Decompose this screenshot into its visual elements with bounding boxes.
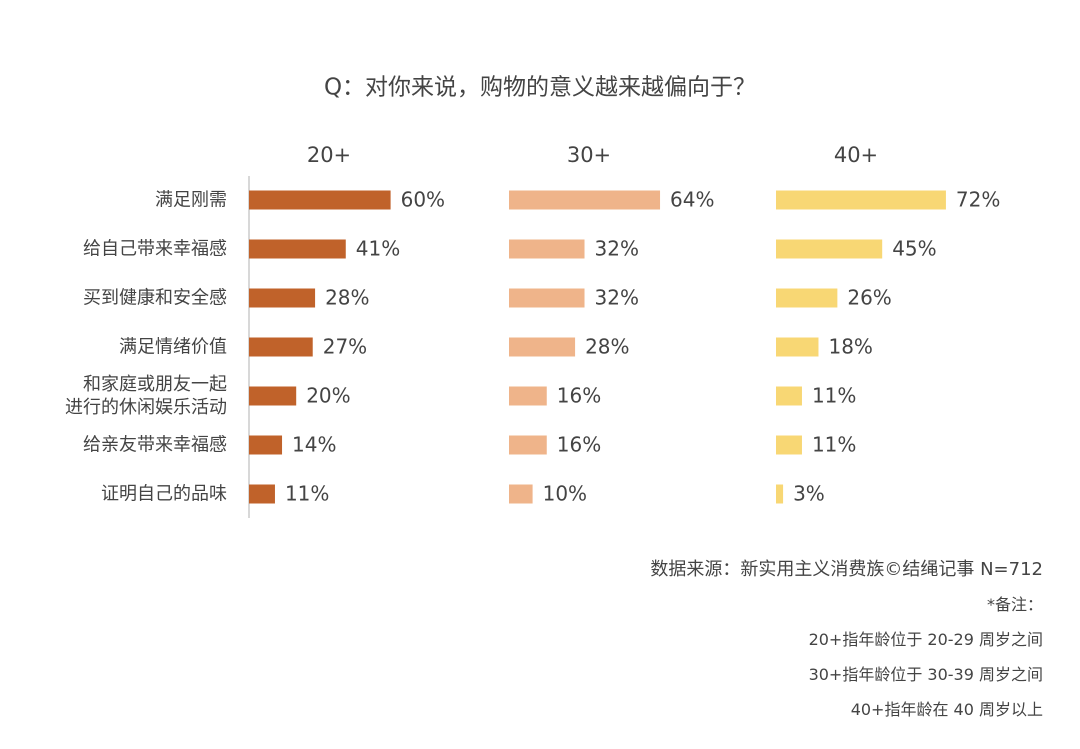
value-label: 16% <box>557 384 601 408</box>
category-label: 给亲友带来幸福感 <box>83 434 227 456</box>
bar <box>509 288 585 308</box>
bar <box>249 288 316 308</box>
category-label: 给自己带来幸福感 <box>83 238 227 260</box>
value-label: 45% <box>892 237 936 261</box>
bar <box>249 239 346 259</box>
bar <box>509 484 533 504</box>
bar <box>776 190 946 210</box>
value-label: 3% <box>793 482 825 506</box>
value-label: 11% <box>812 433 856 457</box>
category-label: 和家庭或朋友一起 进行的休闲娱乐活动 <box>65 374 227 418</box>
value-label: 16% <box>557 433 601 457</box>
value-label: 72% <box>956 188 1000 212</box>
category-label: 满足刚需 <box>155 189 227 211</box>
note: *备注： <box>986 595 1043 614</box>
bar <box>249 484 275 504</box>
bar <box>776 239 883 259</box>
bar <box>509 435 547 455</box>
value-label: 10% <box>543 482 587 506</box>
note: 30+指年龄位于 30-39 周岁之间 <box>808 665 1043 684</box>
note: 40+指年龄在 40 周岁以上 <box>850 700 1043 719</box>
panel-header: 20+ <box>307 143 351 167</box>
bar <box>509 239 585 259</box>
value-label: 27% <box>323 335 367 359</box>
value-label: 11% <box>812 384 856 408</box>
value-label: 41% <box>356 237 400 261</box>
bar <box>249 386 297 406</box>
value-label: 32% <box>595 286 639 310</box>
value-label: 28% <box>585 335 629 359</box>
value-label: 60% <box>401 188 445 212</box>
bar <box>776 288 838 308</box>
category-label: 买到健康和安全感 <box>83 287 227 309</box>
bar <box>249 435 283 455</box>
category-label: 证明自己的品味 <box>101 483 227 505</box>
panel-header: 30+ <box>567 143 611 167</box>
bar <box>509 337 576 357</box>
value-label: 28% <box>325 286 369 310</box>
value-label: 18% <box>828 335 872 359</box>
bar <box>509 386 547 406</box>
value-label: 32% <box>595 237 639 261</box>
bar <box>249 190 391 210</box>
source: 数据来源：新实用主义消费族©结绳记事 N=712 <box>650 559 1043 580</box>
value-label: 64% <box>670 188 714 212</box>
panel-header: 40+ <box>834 143 878 167</box>
bar <box>776 337 819 357</box>
category-label: 满足情绪价值 <box>119 336 227 358</box>
bar <box>249 337 313 357</box>
value-label: 20% <box>306 384 350 408</box>
bar <box>776 386 802 406</box>
bar <box>776 484 784 504</box>
bar <box>776 435 802 455</box>
chart-title: Q：对你来说，购物的意义越来越偏向于？ <box>324 75 756 101</box>
value-label: 14% <box>292 433 336 457</box>
bar <box>509 190 661 210</box>
note: 20+指年龄位于 20-29 周岁之间 <box>808 630 1043 649</box>
value-label: 26% <box>847 286 891 310</box>
value-label: 11% <box>285 482 329 506</box>
